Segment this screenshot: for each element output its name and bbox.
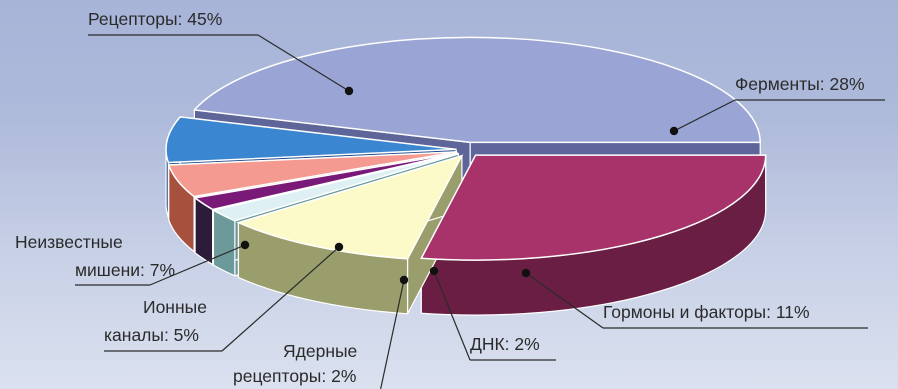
pie-slice-1 [420, 154, 767, 261]
label-dot-6 [240, 240, 250, 250]
pie-slice-0 [192, 36, 761, 144]
pie-slice-2 [236, 154, 464, 260]
label-dot-1 [669, 126, 679, 136]
label-dot-2 [521, 268, 531, 278]
label-dot-4 [399, 275, 409, 285]
labels: Рецепторы: 45% Ферменты: 28% Гормоны и фак… [15, 9, 885, 389]
slice-label-5-line-0: Ионные [143, 297, 207, 317]
slice-label-1-line-0: Ферменты: 28% [735, 74, 865, 94]
slice-tops [165, 36, 767, 261]
slice-label-6-line-0: Неизвестные [15, 232, 123, 252]
leader-line-6 [149, 244, 246, 286]
label-dot-0 [344, 86, 354, 96]
leader-line-2 [525, 272, 604, 329]
slice-label-0-line-0: Рецепторы: 45% [88, 9, 222, 29]
leader-line-0 [257, 34, 350, 92]
leader-line-5 [221, 246, 340, 352]
slice-label-4-line-1: рецепторы: 2% [233, 366, 356, 386]
slice-label-3-line-0: ДНК: 2% [470, 334, 540, 354]
leader-line-1 [673, 99, 736, 132]
pie-slice-6 [165, 116, 457, 164]
slice-label-2-line-0: Гормоны и факторы: 11% [603, 302, 810, 322]
slice-label-4-line-0: Ядерные [283, 341, 357, 361]
slice-label-5-line-1: каналы: 5% [104, 325, 199, 345]
pie-slice-5 [167, 151, 457, 198]
pie-slice-3 [211, 153, 459, 222]
leader-line-3 [433, 270, 471, 361]
slice-label-6-line-1: мишени: 7% [75, 260, 175, 280]
label-dot-5 [334, 242, 344, 252]
pie-slice-4 [193, 152, 458, 211]
leader-line-4 [380, 279, 405, 389]
label-dot-3 [429, 266, 439, 276]
